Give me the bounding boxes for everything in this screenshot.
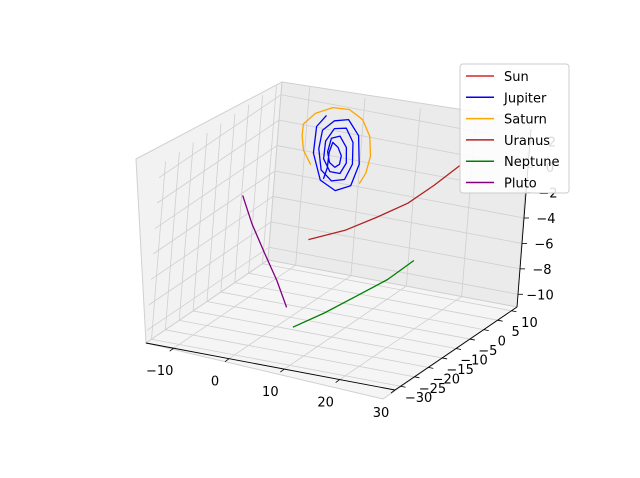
legend-label-sun: Sun xyxy=(504,70,529,85)
y-tick-label: −20 xyxy=(433,372,460,387)
y-tick-label: −5 xyxy=(478,344,497,359)
z-tick-label: −6 xyxy=(534,237,553,252)
y-tick-mark xyxy=(428,366,434,369)
grid-y-floor xyxy=(220,291,470,340)
z-tick-label: −8 xyxy=(532,263,551,278)
x-tick-mark xyxy=(280,368,285,373)
y-tick-mark xyxy=(442,357,448,360)
grid-z-side xyxy=(156,119,280,204)
legend-label-pluto: Pluto xyxy=(504,177,537,192)
series-saturn xyxy=(301,106,372,184)
grid-y-floor xyxy=(248,272,498,321)
grid-y-floor xyxy=(193,310,443,359)
x-tick-label: 0 xyxy=(211,375,219,390)
grid-lines xyxy=(146,85,532,391)
x-tick-label: 20 xyxy=(317,396,334,411)
grid-z-back xyxy=(274,170,525,219)
grid-y-floor xyxy=(151,338,401,387)
series-uranus xyxy=(308,164,461,241)
y-tick-mark xyxy=(469,338,475,341)
x-axis-line xyxy=(145,342,396,391)
y-tick-mark xyxy=(400,385,406,388)
grid-y-floor xyxy=(179,319,429,368)
series-lines xyxy=(242,106,461,328)
grid-y-floor xyxy=(262,263,512,312)
grid-z-back xyxy=(270,221,521,270)
series-neptune xyxy=(292,259,415,328)
x-tick-mark xyxy=(390,389,396,394)
y-tick-label: 5 xyxy=(511,325,519,340)
grid-y-floor xyxy=(165,329,415,378)
grid-z-back xyxy=(272,196,523,244)
y-tick-label: −15 xyxy=(446,363,473,378)
grid-z-side xyxy=(158,94,282,179)
grid-y-floor xyxy=(206,301,457,349)
x-tick-label: 10 xyxy=(262,385,279,400)
grid-y-floor xyxy=(234,282,484,331)
grid-z-side xyxy=(146,246,270,331)
grid-z-side xyxy=(154,145,278,229)
series-jupiter xyxy=(312,114,360,192)
grid-z-side xyxy=(148,221,272,306)
legend: Sun Jupiter Saturn Uranus Neptune Pluto xyxy=(459,63,570,194)
grid-z-back xyxy=(268,246,519,295)
legend-label-neptune: Neptune xyxy=(504,155,560,170)
y-tick-label: −30 xyxy=(405,391,432,406)
grid-z-side xyxy=(152,170,276,255)
legend-label-uranus: Uranus xyxy=(504,134,550,149)
x-tick-label: 30 xyxy=(373,406,390,421)
grid-z-side xyxy=(150,196,274,280)
y-tick-label: 10 xyxy=(521,316,538,331)
x-tick-mark xyxy=(169,347,174,352)
series-pluto xyxy=(242,195,288,308)
legend-label-saturn: Saturn xyxy=(504,113,547,128)
x-tick-mark xyxy=(224,358,230,362)
y-tick-mark xyxy=(511,310,517,313)
y-tick-label: −25 xyxy=(419,382,446,397)
z-tick-label: −10 xyxy=(526,288,553,303)
y-tick-mark xyxy=(455,348,462,350)
y-tick-label: −10 xyxy=(460,354,487,369)
x-tick-mark xyxy=(335,379,340,383)
y-tick-mark xyxy=(483,329,489,332)
y-tick-mark xyxy=(414,376,420,379)
x-tick-label: −10 xyxy=(146,364,173,379)
y-tick-label: 0 xyxy=(498,335,506,350)
legend-label-jupiter: Jupiter xyxy=(503,91,547,106)
z-tick-label: −4 xyxy=(536,212,555,227)
y-tick-mark xyxy=(497,319,503,322)
